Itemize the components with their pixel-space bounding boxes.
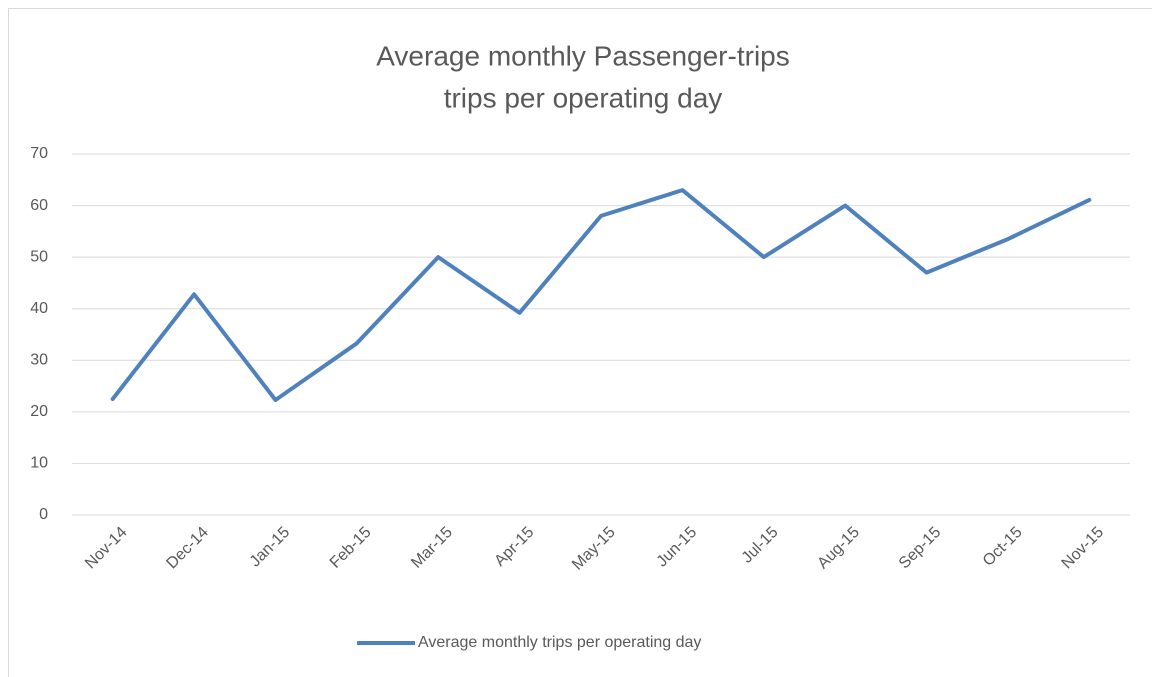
- data-line: [110, 188, 1092, 402]
- y-tick-label: 50: [30, 248, 48, 265]
- y-tick-label: 10: [30, 455, 48, 472]
- y-tick-label: 40: [30, 300, 48, 317]
- legend-label: Average monthly trips per operating day: [418, 634, 701, 651]
- y-tick-label: 0: [39, 506, 48, 523]
- y-tick-label: 70: [30, 145, 48, 162]
- y-tick-label: 60: [30, 197, 48, 214]
- chart-border: [8, 8, 1152, 677]
- y-tick-label: 20: [30, 403, 48, 420]
- y-tick-label: 30: [30, 352, 48, 369]
- chart-title: trips per operating day: [444, 82, 723, 113]
- chart-title: Average monthly Passenger-trips: [376, 40, 789, 71]
